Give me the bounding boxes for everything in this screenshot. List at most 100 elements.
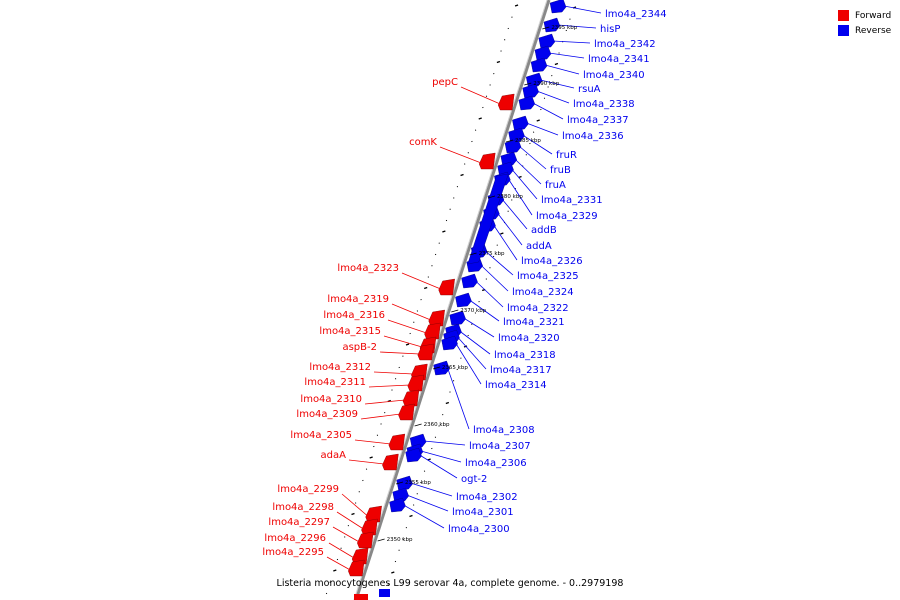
reverse-gene-label[interactable]: fruA xyxy=(545,180,566,191)
reverse-gene-label[interactable]: lmo4a_2321 xyxy=(503,317,565,328)
reverse-gene-label[interactable]: lmo4a_2308 xyxy=(473,425,535,436)
forward-gene-lmo4a-2299[interactable] xyxy=(365,505,382,523)
reverse-gene-label[interactable]: lmo4a_2338 xyxy=(573,99,635,110)
reverse-gene-frur[interactable] xyxy=(508,127,525,143)
forward-gene-label[interactable]: pepC xyxy=(432,77,458,88)
forward-gene-lmo4a-2319[interactable] xyxy=(428,309,445,327)
reverse-gene-label[interactable]: lmo4a_2337 xyxy=(567,115,629,126)
reverse-gene-label[interactable]: addB xyxy=(531,225,557,236)
reverse-gene-lmo4a-2300[interactable] xyxy=(389,497,406,513)
reverse-gene-label[interactable]: lmo4a_2324 xyxy=(512,287,574,298)
scale-label: 2390 kbp xyxy=(533,81,559,87)
forward-connector xyxy=(332,526,360,543)
forward-gene-label[interactable]: lmo4a_2310 xyxy=(300,394,362,405)
forward-gene-label[interactable]: lmo4a_2305 xyxy=(290,430,352,441)
forward-connector xyxy=(360,413,401,420)
reverse-gene-label[interactable]: lmo4a_2306 xyxy=(465,458,527,469)
forward-gene-lmo4a-2297[interactable] xyxy=(357,531,374,549)
reverse-gene-label[interactable]: lmo4a_2331 xyxy=(541,195,603,206)
reverse-gene-lmo4a-2340[interactable] xyxy=(530,57,548,73)
reverse-gene-label[interactable]: lmo4a_2318 xyxy=(494,350,556,361)
forward-gene-label[interactable]: lmo4a_2295 xyxy=(262,547,324,558)
forward-gene-label[interactable]: adaA xyxy=(321,450,347,461)
reverse-gene-lmo4a-2308[interactable] xyxy=(433,360,450,376)
reverse-connector xyxy=(463,317,495,338)
forward-gene-label[interactable]: lmo4a_2309 xyxy=(296,409,358,420)
reverse-gene-label[interactable]: lmo4a_2320 xyxy=(498,333,560,344)
reverse-gene-label[interactable]: lmo4a_2314 xyxy=(485,380,547,391)
reverse-connector xyxy=(403,504,445,529)
reverse-gene-ogt-2[interactable] xyxy=(405,447,422,463)
reverse-gene-label[interactable]: lmo4a_2325 xyxy=(517,271,579,282)
forward-connector xyxy=(364,399,406,405)
forward-gene-lmo4a-2311[interactable] xyxy=(407,374,425,392)
reverse-connector xyxy=(501,198,528,230)
reverse-gene-lmo4a-2321[interactable] xyxy=(455,292,472,308)
scale-tick xyxy=(395,481,404,485)
forward-gene-lmo4a-2309[interactable] xyxy=(398,403,415,421)
forward-gene-lmo4a-2323[interactable] xyxy=(438,278,455,296)
reverse-gene-lmo4a-2344[interactable] xyxy=(549,0,567,14)
forward-gene-label[interactable]: lmo4a_2319 xyxy=(327,294,389,305)
reverse-gene-label[interactable]: fruR xyxy=(556,150,577,161)
reverse-gene-label[interactable]: lmo4a_2300 xyxy=(448,524,510,535)
forward-gene-label[interactable]: lmo4a_2315 xyxy=(319,326,381,337)
reverse-gene-lmo4a-2322[interactable] xyxy=(461,273,478,289)
forward-gene-comk[interactable] xyxy=(478,152,496,170)
scale-tick xyxy=(469,252,477,256)
reverse-gene-label[interactable]: lmo4a_2329 xyxy=(536,211,598,222)
reverse-gene-lmo4a-2314[interactable] xyxy=(441,335,458,351)
reverse-gene-label[interactable]: lmo4a_2344 xyxy=(605,9,667,20)
reverse-gene-label[interactable]: ogt-2 xyxy=(461,474,487,485)
forward-gene-lmo4a-2310[interactable] xyxy=(402,389,420,407)
left-tick xyxy=(442,230,446,233)
reverse-gene-lmo4a-2320[interactable] xyxy=(449,310,466,326)
reverse-connector xyxy=(484,250,514,276)
reverse-gene-label[interactable]: lmo4a_2302 xyxy=(456,492,518,503)
reverse-gene-label[interactable]: lmo4a_2341 xyxy=(588,54,650,65)
forward-gene-label[interactable]: comK xyxy=(409,137,437,148)
scale-layer: 2395 kbp 2390 kbp 2385 kbp 2380 kbp 2375 kbp… xyxy=(377,25,578,543)
reverse-gene-hisp[interactable] xyxy=(543,17,561,33)
reverse-gene-lmo4a-2338[interactable] xyxy=(522,83,539,99)
legend: Forward Reverse xyxy=(838,9,891,39)
forward-gene-label[interactable]: lmo4a_2316 xyxy=(323,310,385,321)
forward-gene-label[interactable]: lmo4a_2311 xyxy=(304,377,366,388)
forward-gene-adaa[interactable] xyxy=(382,453,399,471)
legend-reverse-label: Reverse xyxy=(855,25,892,36)
reverse-gene-label[interactable]: lmo4a_2322 xyxy=(507,303,569,314)
reverse-gene-lmo4a-2342[interactable] xyxy=(538,33,556,49)
reverse-gene-label[interactable]: lmo4a_2307 xyxy=(469,441,531,452)
forward-gene-lmo4a-2316[interactable] xyxy=(424,322,441,340)
forward-gene-lmo4a-2305[interactable] xyxy=(388,433,406,451)
forward-gene-aspb-2[interactable] xyxy=(417,343,434,361)
forward-gene-lmo4a-2298[interactable] xyxy=(361,518,378,536)
reverse-gene-label[interactable]: lmo4a_2301 xyxy=(452,507,514,518)
reverse-gene-label[interactable]: lmo4a_2342 xyxy=(594,39,656,50)
reverse-gene-frub[interactable] xyxy=(504,138,522,154)
reverse-gene-label[interactable]: lmo4a_2326 xyxy=(521,256,583,267)
reverse-gene-label[interactable]: hisP xyxy=(600,24,620,35)
scale-label: 2360 kbp xyxy=(424,422,450,428)
forward-gene-label[interactable]: lmo4a_2297 xyxy=(268,517,330,528)
forward-gene-label[interactable]: lmo4a_2296 xyxy=(264,533,326,544)
scale-label: 2365 kbp xyxy=(442,365,468,371)
reverse-gene-label[interactable]: lmo4a_2340 xyxy=(583,70,645,81)
forward-gene-label[interactable]: lmo4a_2323 xyxy=(337,263,399,274)
forward-gene-pepc[interactable] xyxy=(497,93,515,111)
reverse-gene-label[interactable]: lmo4a_2336 xyxy=(562,131,624,142)
forward-gene-label[interactable]: lmo4a_2299 xyxy=(277,484,339,495)
reverse-gene-label[interactable]: rsuA xyxy=(578,84,601,95)
reverse-gene-lmo4a-2337[interactable] xyxy=(518,95,536,111)
reverse-gene-lmo4a-2341[interactable] xyxy=(534,45,552,61)
reverse-gene-lmo4a-2336[interactable] xyxy=(512,115,529,131)
reverse-gene-lmo4a-2302[interactable] xyxy=(396,475,413,491)
reverse-gene-block[interactable] xyxy=(467,173,509,265)
forward-gene-label[interactable]: aspB-2 xyxy=(342,342,377,353)
forward-gene-lmo4a-2295[interactable] xyxy=(348,559,365,577)
forward-gene-label[interactable]: lmo4a_2298 xyxy=(272,502,334,513)
reverse-gene-label[interactable]: fruB xyxy=(550,165,571,176)
reverse-gene-label[interactable]: addA xyxy=(526,241,552,252)
reverse-gene-label[interactable]: lmo4a_2317 xyxy=(490,365,552,376)
forward-gene-label[interactable]: lmo4a_2312 xyxy=(309,362,371,373)
